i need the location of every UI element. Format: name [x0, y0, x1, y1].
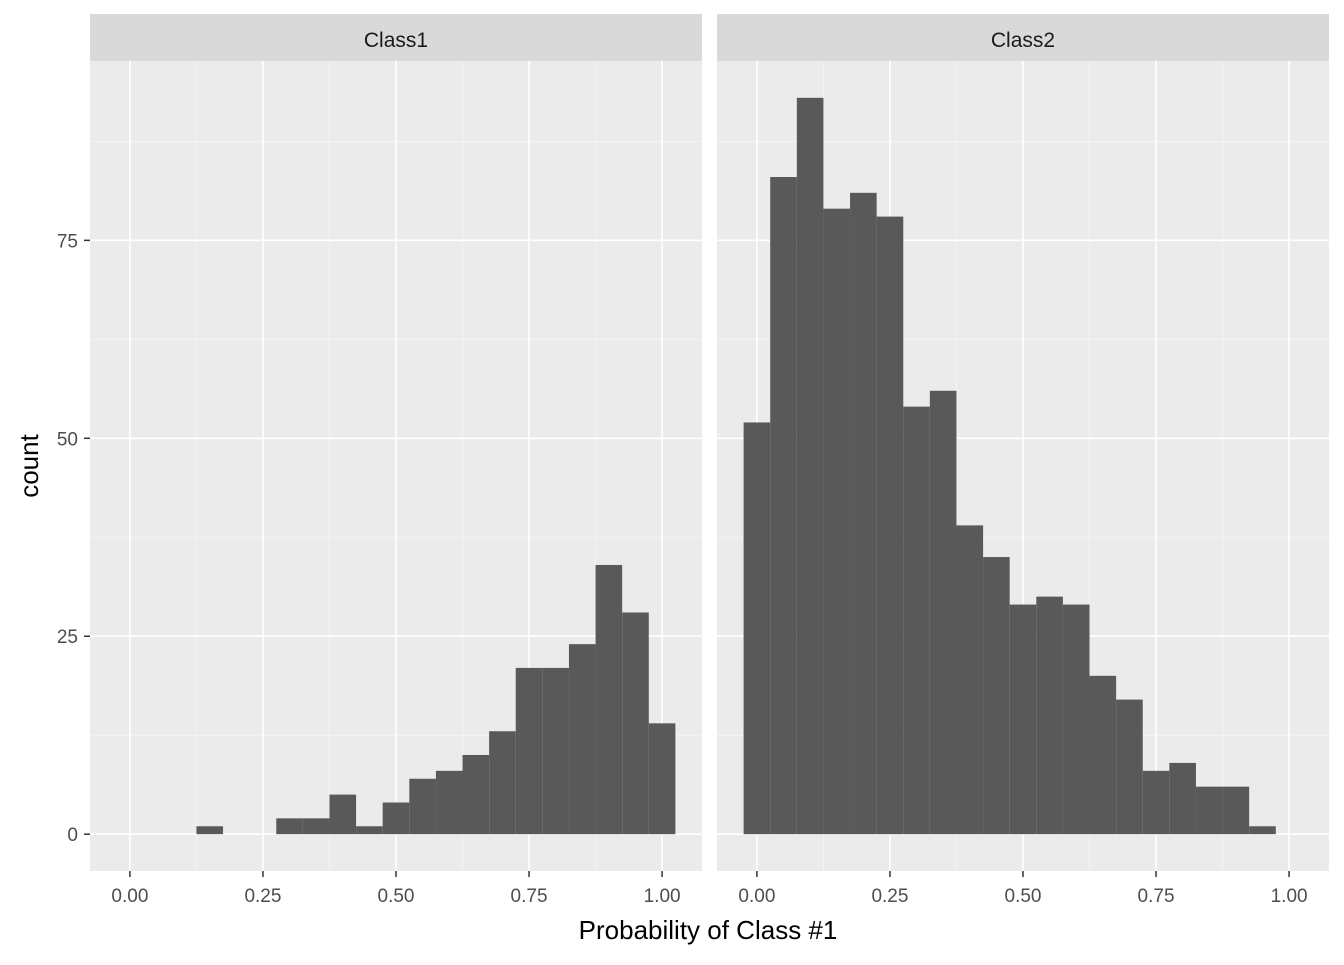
histogram-bars	[196, 564, 676, 835]
histogram-bar	[1249, 826, 1276, 835]
facet-strip	[717, 14, 1329, 61]
x-tick-label: 0.25	[871, 886, 908, 907]
histogram-bar	[462, 755, 490, 835]
histogram-bar	[796, 97, 824, 835]
facet-strip-label: Class2	[991, 29, 1055, 52]
histogram-bar	[1142, 770, 1170, 835]
histogram-bar	[1036, 596, 1063, 835]
x-tick-label: 0.00	[111, 886, 148, 907]
x-tick-label: 0.75	[1138, 886, 1175, 907]
y-axis-title: count	[14, 433, 44, 497]
histogram-bars	[743, 97, 1276, 835]
histogram-bar	[409, 778, 436, 835]
x-tick-label: 0.25	[244, 886, 281, 907]
histogram-bar	[743, 422, 771, 835]
x-tick-label: 1.00	[644, 886, 681, 907]
x-axis: 0.00 0.25 0.50 0.75 1.00	[738, 871, 1308, 907]
histogram-bar	[356, 826, 383, 835]
histogram-bar	[435, 770, 463, 835]
histogram-bar	[648, 723, 676, 835]
x-axis: 0.00 0.25 0.50 0.75 1.00	[111, 871, 681, 907]
histogram-bar	[903, 406, 930, 835]
facet-strip	[90, 14, 702, 61]
histogram-bar	[1009, 604, 1037, 835]
histogram-bar	[850, 192, 877, 835]
y-tick-label: 25	[57, 627, 78, 648]
histogram-bar	[929, 390, 957, 835]
histogram-bar	[329, 794, 357, 835]
facet-panel-class2: Class2 0.00 0.25 0.50 0.75 1.00	[717, 14, 1329, 907]
histogram-bar	[1169, 762, 1196, 835]
histogram-bar	[542, 667, 569, 835]
histogram-bar	[1222, 786, 1250, 835]
x-tick-label: 0.50	[1005, 886, 1042, 907]
histogram-bar	[196, 826, 224, 835]
x-tick-label: 1.00	[1271, 886, 1308, 907]
facet-panel-class1: Class1 0.00 0.25 0.50 0.75 1.00	[90, 14, 702, 907]
x-tick-label: 0.50	[378, 886, 415, 907]
histogram-bar	[622, 612, 649, 835]
histogram-bar	[382, 802, 410, 835]
y-axis: 0 25 50 75	[57, 231, 90, 846]
histogram-bar	[489, 731, 516, 835]
histogram-bar	[983, 557, 1010, 835]
histogram-bar	[956, 525, 984, 835]
histogram-bar	[515, 667, 543, 835]
histogram-bar	[770, 176, 797, 835]
histogram-bar	[302, 818, 330, 835]
histogram-bar	[876, 216, 904, 835]
y-tick-label: 75	[57, 231, 78, 252]
facet-panels: 0 25 50 75 Class1 0.00 0.25 0.50 0.75 1.00 Class2 0…	[57, 14, 1329, 907]
histogram-bar	[1195, 786, 1223, 835]
x-axis-title: Probability of Class #1	[579, 915, 838, 945]
x-tick-label: 0.75	[511, 886, 548, 907]
y-tick-label: 50	[57, 429, 78, 450]
histogram-bar	[1089, 675, 1117, 835]
histogram-bar	[595, 564, 623, 835]
facet-strip-label: Class1	[364, 29, 428, 52]
y-tick-label: 0	[67, 825, 78, 846]
histogram-bar	[823, 208, 851, 835]
histogram-bar	[1116, 699, 1143, 835]
histogram-bar	[568, 644, 596, 835]
histogram-bar	[276, 818, 303, 835]
x-tick-label: 0.00	[738, 886, 775, 907]
histogram-bar	[1062, 604, 1090, 835]
